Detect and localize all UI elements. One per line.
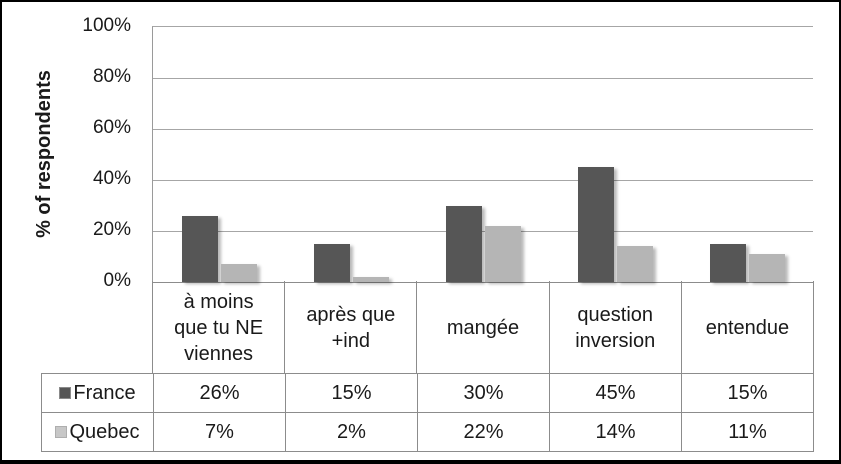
category-label-line: +ind [331, 330, 370, 352]
bar-france-2 [446, 205, 482, 282]
category-label-line: entendue [705, 317, 790, 339]
y-tick-label: 0% [103, 270, 131, 291]
category-label-line: que tu NE [174, 317, 264, 339]
bar-france-1 [314, 243, 350, 282]
table-row-quebec: Quebec 7% 2% 22% 14% 11% [42, 412, 813, 451]
legend-cell-france: France [42, 374, 154, 412]
category-label-line: viennes [184, 343, 254, 365]
category-label-0: à moins que tu NE viennes [153, 281, 286, 375]
gridline [153, 129, 813, 130]
category-label-line: après que [306, 304, 396, 326]
value-cell-france-4: 15% [727, 381, 768, 404]
category-label-1: après que +ind [285, 281, 418, 375]
y-axis-title: % of respondents [33, 70, 55, 238]
category-label-line: question [577, 304, 654, 326]
data-table: France 26% 15% 30% 45% 15% Quebec 7% 2% 22% 14% 11% [41, 373, 814, 452]
legend-cell-quebec: Quebec [42, 413, 154, 451]
value-cell-france-2: 30% [418, 374, 550, 412]
legend-label: France [73, 381, 136, 404]
category-label-line: inversion [575, 330, 656, 352]
gridline [153, 180, 813, 181]
gridline [153, 78, 813, 79]
legend-swatch-quebec [55, 426, 68, 438]
bar-france-0 [182, 215, 218, 282]
bar-quebec-2 [485, 225, 521, 282]
table-row-france: France 26% 15% 30% 45% 15% [42, 374, 813, 412]
bar-quebec-3 [617, 246, 653, 282]
value-cell-quebec-3: 14% [550, 413, 682, 451]
value-cell-quebec-4: 11% [728, 420, 767, 443]
category-label-line: à moins [183, 291, 254, 313]
bar-quebec-4 [749, 253, 785, 282]
y-tick-label: 60% [92, 117, 131, 138]
bar-quebec-1 [353, 276, 389, 282]
category-label-3: question inversion [550, 281, 682, 375]
value-cell-france-3: 45% [550, 374, 682, 412]
plot-area [152, 26, 813, 283]
y-tick-label: 40% [92, 168, 131, 189]
value-cell-france-1: 15% [286, 374, 418, 412]
category-label-2: mangée [417, 281, 550, 375]
value-cell-quebec-1: 2% [286, 413, 418, 451]
category-label-line: mangée [446, 317, 520, 339]
y-tick-label: 80% [92, 66, 131, 87]
y-tick-label: 100% [82, 15, 131, 36]
bar-france-4 [710, 243, 746, 282]
category-axis-labels: à moins que tu NE viennes après que +ind mang… [152, 281, 814, 375]
value-cell-quebec-0: 7% [154, 413, 286, 451]
gridline [153, 231, 813, 232]
legend-swatch-france [59, 387, 72, 399]
y-tick-label: 20% [92, 219, 131, 240]
legend-label: Quebec [69, 420, 140, 443]
value-cell-france-0: 26% [154, 374, 286, 412]
bar-quebec-0 [221, 264, 257, 282]
value-cell-quebec-2: 22% [418, 413, 550, 451]
bar-france-3 [578, 167, 614, 282]
category-label-4: entendue [682, 281, 813, 375]
